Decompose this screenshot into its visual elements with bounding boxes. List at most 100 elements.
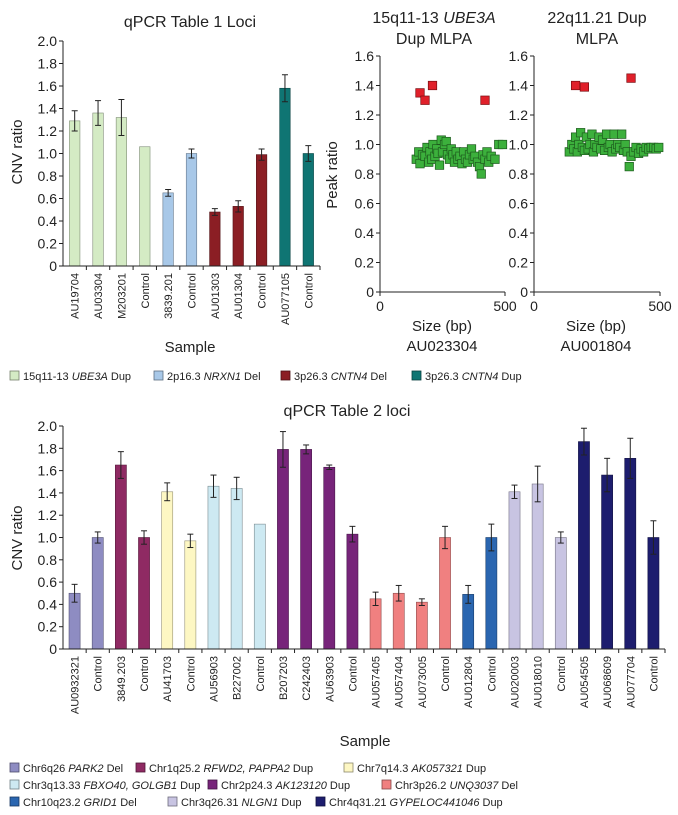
mlpa1-panel: 15q11-13 UBE3A Dup MLPA Peak ratio 00.20… xyxy=(324,10,517,355)
qpcr2-bar xyxy=(323,466,336,650)
mlpa1-title-pre: 15q11-13 xyxy=(372,10,443,27)
mlpa1-y-tick-label: 1.0 xyxy=(355,137,375,153)
qpcr2-y-tick-label: 1.6 xyxy=(38,463,58,479)
qpcr2-y-tick-label: 0.6 xyxy=(38,574,58,590)
qpcr2-x-tick-label: AU0932321 xyxy=(70,656,82,714)
qpcr1-x-tick-label: Control xyxy=(140,273,152,308)
legend1-label: 3p26.3 CNTN4 Dup xyxy=(425,371,522,383)
qpcr2-title: qPCR Table 2 loci xyxy=(284,403,411,420)
mlpa1-points xyxy=(411,80,508,179)
qpcr1-legend: 15q11-13 UBE3A Dup 2p16.3 NRXN1 Del 3p26.3… xyxy=(9,370,522,383)
qpcr2-x-tick-label: AU018010 xyxy=(533,656,545,708)
legend2-swatch xyxy=(135,762,146,773)
qpcr2-x-tick-label: AU068609 xyxy=(602,656,614,708)
qpcr2-bar xyxy=(138,537,150,650)
qpcr1-y-axis: 0 0.2 0.4 0.6 0.8 1.0 1.2 1.4 1.6 1.8 2.0 xyxy=(38,33,64,274)
mlpa1-title-line1: 15q11-13 UBE3A xyxy=(372,10,495,27)
legend1-label: 3p26.3 CNTN4 Del xyxy=(294,371,387,383)
legend2-label-gene: RFWD2, PAPPA2 xyxy=(203,763,289,775)
qpcr2-bar xyxy=(253,523,266,650)
qpcr2-x-tick-label: AU56903 xyxy=(209,656,221,702)
legend1-swatch xyxy=(411,370,422,381)
qpcr2-bar xyxy=(230,488,243,650)
legend2-label: Chr4q31.21 GYPELOC441046 Dup xyxy=(329,797,503,809)
legend2-label-gene: UNQ3037 xyxy=(449,780,499,792)
qpcr2-x-tick-label: C242403 xyxy=(301,656,313,701)
qpcr1-y-tick-label: 0 xyxy=(49,258,57,274)
legend1-label-gene: CNTN4 xyxy=(462,371,499,383)
qpcr2-x-tick-label: AU63903 xyxy=(324,656,336,702)
mlpa2-dup-point xyxy=(626,73,636,83)
qpcr2-x-tick-label: AU077704 xyxy=(625,656,637,708)
mlpa2-normal-point xyxy=(624,162,634,172)
qpcr2-x-axis: AU0932321 Control 3849.203 Control AU41703 Co… xyxy=(63,648,666,714)
qpcr1-y-tick-label: 1.4 xyxy=(38,101,58,117)
qpcr1-bar xyxy=(209,211,221,267)
qpcr1-x-tick-label: M203201 xyxy=(116,273,128,319)
qpcr2-x-tick-label: Control xyxy=(556,656,568,691)
qpcr2-y-tick-label: 2.0 xyxy=(38,418,58,434)
legend2-label-type: Del xyxy=(104,763,124,775)
qpcr1-y-tick-label: 2.0 xyxy=(38,33,58,49)
qpcr2-bar xyxy=(601,474,613,650)
qpcr1-bar xyxy=(162,192,174,267)
legend2-label-locus: Chr10q23.2 xyxy=(23,797,84,809)
legend1-label-type: Dup xyxy=(108,371,131,383)
qpcr2-bar xyxy=(115,464,127,650)
legend2-label-type: Del xyxy=(117,797,137,809)
legend2-label-locus: Chr7q14.3 xyxy=(357,763,411,775)
legend1-label-gene: NRXN1 xyxy=(204,371,241,383)
qpcr2-x-tick-label: AU012804 xyxy=(463,656,475,708)
qpcr1-y-tick-label: 0.8 xyxy=(38,168,58,184)
qpcr2-y-tick-label: 1.8 xyxy=(38,440,58,456)
mlpa2-normal-point xyxy=(654,142,664,153)
qpcr2-x-tick-label: B207203 xyxy=(278,656,290,700)
qpcr1-y-tick-label: 1.8 xyxy=(38,56,58,72)
qpcr2-y-tick-label: 0 xyxy=(49,641,57,657)
legend2-label: Chr3q13.33 FBXO40, GOLGB1 Dup xyxy=(23,780,200,792)
qpcr1-x-tick-label: 3839.201 xyxy=(163,273,175,319)
qpcr2-x-tick-label: Control xyxy=(648,656,660,691)
legend1-label-locus: 2p16.3 xyxy=(167,371,204,383)
qpcr2-x-tick-label: Control xyxy=(255,656,267,691)
legend1-swatch xyxy=(280,370,291,381)
qpcr2-x-tick-label: B227002 xyxy=(232,656,244,700)
mlpa2-points xyxy=(564,73,664,172)
qpcr2-bar xyxy=(207,485,220,650)
mlpa2-y-tick-label: 1.0 xyxy=(509,137,529,153)
qpcr2-bar xyxy=(624,458,637,650)
qpcr2-bar xyxy=(346,533,359,650)
mlpa1-y-tick-label: 0.8 xyxy=(355,166,375,182)
qpcr2-y-tick-label: 0.4 xyxy=(38,596,58,612)
qpcr1-bar xyxy=(185,153,198,267)
legend2-swatch xyxy=(207,779,218,790)
qpcr2-x-tick-label: AU057405 xyxy=(371,656,383,708)
qpcr1-bar xyxy=(302,153,314,267)
legend1-label-locus: 3p26.3 xyxy=(294,371,331,383)
qpcr1-y-tick-label: 1.2 xyxy=(38,123,58,139)
mlpa1-y-tick-label: 1.6 xyxy=(355,48,375,64)
qpcr1-bar xyxy=(69,120,81,267)
qpcr1-panel: qPCR Table 1 Loci CNV ratio 0 0.2 0.4 0.6 0.… xyxy=(9,14,321,356)
mlpa1-normal-point xyxy=(441,136,451,147)
qpcr2-bar xyxy=(485,537,498,650)
qpcr1-x-axis: AU19704 AU03304 M203201 Control 3839.201 Cont… xyxy=(63,265,321,325)
qpcr1-x-tick-label: AU03304 xyxy=(93,273,105,319)
legend2-label-locus: Chr3q26.31 xyxy=(181,797,242,809)
mlpa2-normal-point xyxy=(617,129,627,139)
mlpa1-normal-point xyxy=(497,139,508,150)
qpcr2-x-tick-label: 3849.203 xyxy=(116,656,128,702)
qpcr2-bar xyxy=(300,449,312,650)
qpcr2-bar xyxy=(161,491,174,650)
mlpa1-dup-point xyxy=(415,88,425,98)
qpcr2-x-tick-label: Control xyxy=(440,656,452,691)
qpcr1-y-tick-label: 0.4 xyxy=(38,213,58,229)
legend2-label-locus: Chr3p26.2 xyxy=(395,780,449,792)
mlpa2-xlabel: Size (bp) xyxy=(566,318,626,335)
qpcr1-y-tick-label: 0.6 xyxy=(38,191,58,207)
qpcr2-x-tick-label: Control xyxy=(347,656,359,691)
legend2-label-locus: Chr2p24.3 xyxy=(221,780,275,792)
mlpa1-normal-point xyxy=(434,160,445,170)
mlpa2-y-tick-label: 0.2 xyxy=(509,255,529,271)
